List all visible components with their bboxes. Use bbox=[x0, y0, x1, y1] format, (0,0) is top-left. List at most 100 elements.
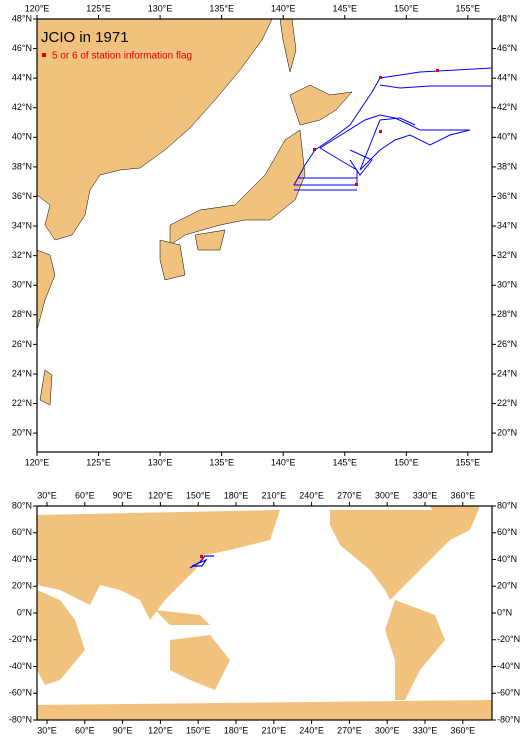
lon-label-top: 330°E bbox=[413, 490, 438, 500]
south-america bbox=[385, 600, 445, 700]
lon-label-top: 140°E bbox=[271, 3, 296, 13]
regional-frame bbox=[36, 18, 493, 453]
lon-label-bottom: 150°E bbox=[186, 725, 211, 735]
lat-label-right: 28°N bbox=[497, 309, 517, 319]
lat-label-left: 0°N bbox=[17, 607, 32, 617]
lat-label-left: 80°N bbox=[12, 500, 32, 510]
north-america bbox=[330, 510, 470, 600]
lon-label-bottom: 120°E bbox=[148, 725, 173, 735]
lon-label-top: 270°E bbox=[337, 490, 362, 500]
lat-label-left: 40°N bbox=[12, 132, 32, 142]
ship-track-global bbox=[189, 555, 214, 569]
lat-label-right: 60°N bbox=[497, 527, 517, 537]
lat-label-right: 46°N bbox=[497, 43, 517, 53]
lon-label-bottom: 155°E bbox=[456, 457, 481, 467]
lon-label-top: 180°E bbox=[224, 490, 249, 500]
china-coast bbox=[37, 249, 56, 331]
lat-label-right: 24°N bbox=[497, 368, 517, 378]
lat-label-right: 36°N bbox=[497, 191, 517, 201]
lon-label-top: 130°E bbox=[148, 3, 173, 13]
lon-label-bottom: 300°E bbox=[375, 725, 400, 735]
lon-label-bottom: 240°E bbox=[299, 725, 324, 735]
mainland bbox=[37, 19, 273, 241]
lon-label-top: 60°E bbox=[75, 490, 95, 500]
lon-label-bottom: 60°E bbox=[75, 725, 95, 735]
lat-label-right: 40°N bbox=[497, 554, 517, 564]
shikoku bbox=[194, 229, 226, 251]
lat-label-right: -20°N bbox=[497, 634, 520, 644]
lon-label-bottom: 140°E bbox=[271, 457, 296, 467]
lat-label-left: 22°N bbox=[12, 398, 32, 408]
lon-label-top: 145°E bbox=[332, 3, 357, 13]
eurasia bbox=[37, 510, 280, 620]
lat-label-right: 38°N bbox=[497, 161, 517, 171]
lat-label-right: 30°N bbox=[497, 280, 517, 290]
flag-points bbox=[313, 69, 439, 186]
greenland bbox=[430, 506, 480, 540]
lat-label-left: -80°N bbox=[9, 714, 32, 724]
lat-label-right: 48°N bbox=[497, 13, 517, 23]
lat-label-right: -80°N bbox=[497, 714, 520, 724]
lon-label-top: 125°E bbox=[86, 3, 111, 13]
flag-point-global bbox=[200, 555, 203, 558]
lon-label-top: 155°E bbox=[456, 3, 481, 13]
regional-map bbox=[37, 19, 492, 452]
lat-label-right: 20°N bbox=[497, 581, 517, 591]
antarctica bbox=[37, 700, 492, 720]
lon-label-top: 90°E bbox=[113, 490, 133, 500]
lat-label-right: 22°N bbox=[497, 398, 517, 408]
lat-label-right: 80°N bbox=[497, 500, 517, 510]
lon-label-bottom: 360°E bbox=[450, 725, 475, 735]
lat-label-left: 30°N bbox=[12, 280, 32, 290]
lat-label-right: 26°N bbox=[497, 339, 517, 349]
lat-label-right: 34°N bbox=[497, 220, 517, 230]
lat-label-left: 44°N bbox=[12, 73, 32, 83]
lon-label-top: 150°E bbox=[186, 490, 211, 500]
lon-label-bottom: 210°E bbox=[261, 725, 286, 735]
kyushu bbox=[159, 239, 186, 281]
lon-label-bottom: 135°E bbox=[209, 457, 234, 467]
lat-label-left: 38°N bbox=[12, 161, 32, 171]
lat-label-right: -60°N bbox=[497, 688, 520, 698]
ship-track bbox=[293, 67, 492, 191]
lon-label-bottom: 125°E bbox=[86, 457, 111, 467]
australia bbox=[170, 635, 230, 690]
map-title: JCIO in 1971 bbox=[41, 29, 129, 46]
lon-label-bottom: 150°E bbox=[394, 457, 419, 467]
lon-label-bottom: 30°E bbox=[37, 725, 57, 735]
lat-label-right: 42°N bbox=[497, 102, 517, 112]
sakhalin bbox=[279, 19, 297, 73]
lon-label-top: 240°E bbox=[299, 490, 324, 500]
lon-label-bottom: 270°E bbox=[337, 725, 362, 735]
africa bbox=[37, 590, 85, 685]
lat-label-left: 20°N bbox=[12, 427, 32, 437]
lon-label-bottom: 120°E bbox=[25, 457, 50, 467]
indonesia bbox=[155, 610, 210, 625]
lon-label-bottom: 145°E bbox=[332, 457, 357, 467]
lon-label-bottom: 180°E bbox=[224, 725, 249, 735]
lat-label-left: 32°N bbox=[12, 250, 32, 260]
lon-label-top: 150°E bbox=[394, 3, 419, 13]
lon-label-bottom: 130°E bbox=[148, 457, 173, 467]
lat-label-left: 28°N bbox=[12, 309, 32, 319]
lat-label-left: -60°N bbox=[9, 688, 32, 698]
lat-label-right: 0°N bbox=[497, 607, 512, 617]
lon-label-top: 300°E bbox=[375, 490, 400, 500]
lat-label-right: 44°N bbox=[497, 73, 517, 83]
lat-label-right: 40°N bbox=[497, 132, 517, 142]
taiwan bbox=[39, 369, 53, 406]
legend-label: 5 or 6 of station information flag bbox=[52, 51, 192, 62]
lon-label-top: 120°E bbox=[25, 3, 50, 13]
lat-label-right: 32°N bbox=[497, 250, 517, 260]
lon-label-bottom: 90°E bbox=[113, 725, 133, 735]
lon-label-top: 360°E bbox=[450, 490, 475, 500]
lon-label-top: 120°E bbox=[148, 490, 173, 500]
global-map bbox=[37, 506, 492, 720]
lat-label-left: 42°N bbox=[12, 102, 32, 112]
lat-label-left: -40°N bbox=[9, 661, 32, 671]
lon-label-top: 30°E bbox=[37, 490, 57, 500]
lat-label-left: 24°N bbox=[12, 368, 32, 378]
lat-label-right: 20°N bbox=[497, 427, 517, 437]
lon-label-top: 210°E bbox=[261, 490, 286, 500]
